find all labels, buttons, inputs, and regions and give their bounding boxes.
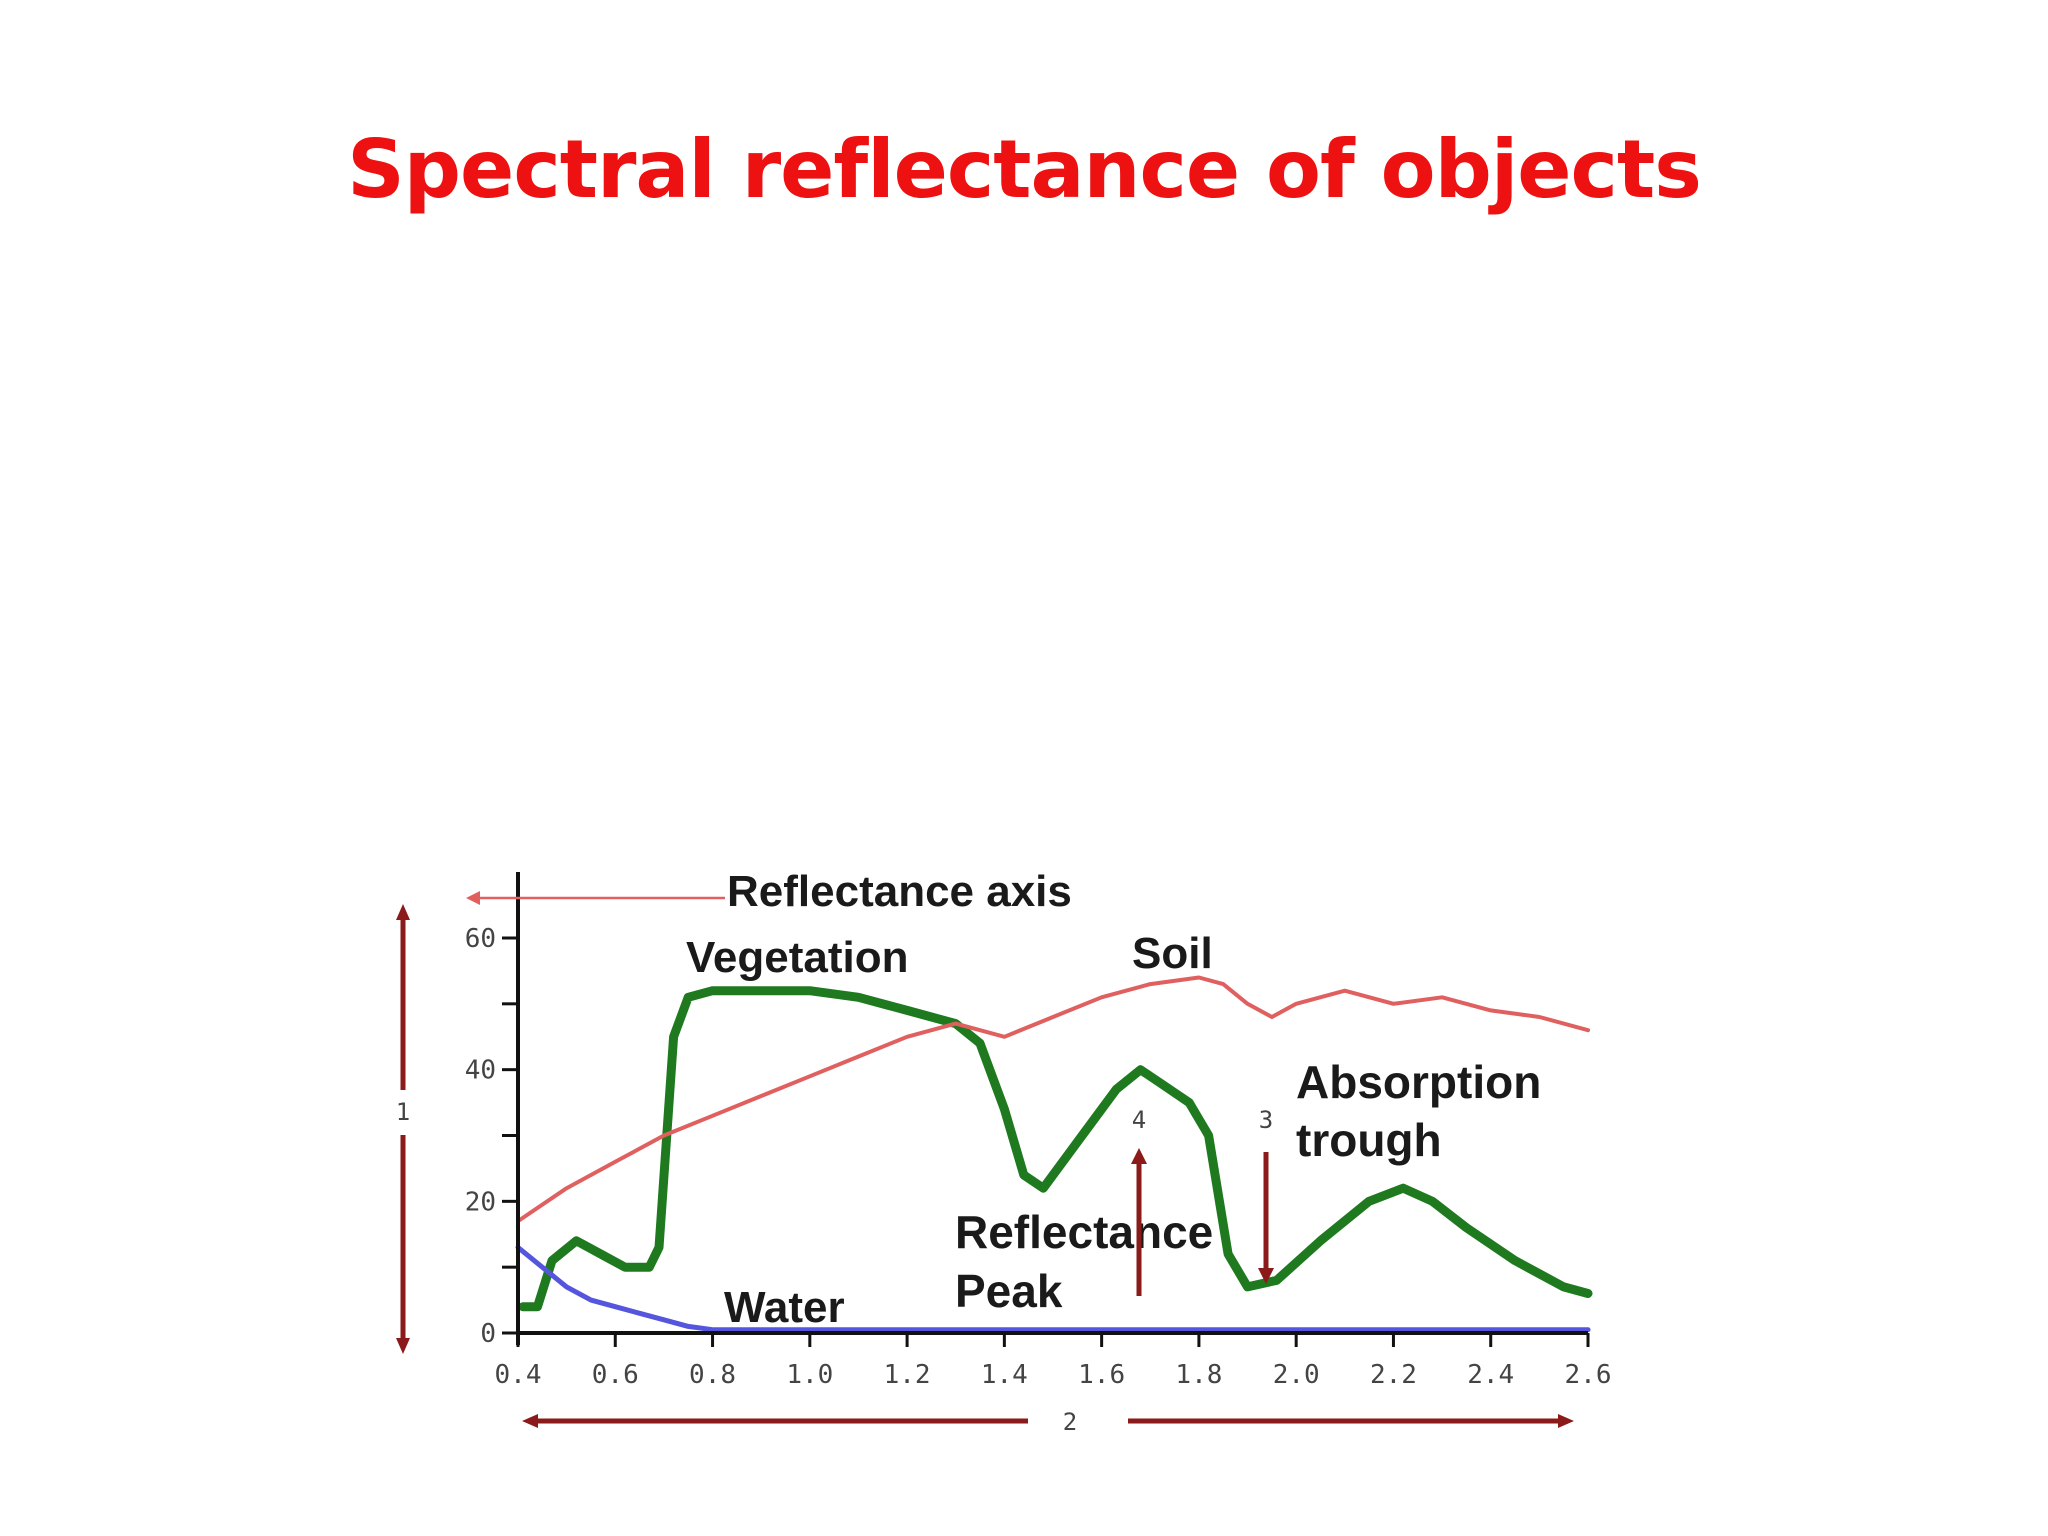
x-tick-label: 1.2 (884, 1360, 931, 1390)
x-tick-label: 2.6 (1565, 1360, 1612, 1390)
label-water: Water (724, 1283, 845, 1332)
x-tick-label: 2.0 (1273, 1360, 1320, 1390)
marker-3-label: 3 (1259, 1106, 1273, 1134)
marker-1-arrowhead-down (396, 1338, 410, 1354)
reflectance-axis-arrowhead (466, 891, 480, 905)
marker-2-arrowhead-right (1558, 1414, 1574, 1428)
label-trough: trough (1296, 1114, 1442, 1166)
label-soil: Soil (1132, 929, 1213, 978)
label-vegetation: Vegetation (686, 933, 909, 982)
x-tick-label: 1.8 (1175, 1360, 1222, 1390)
series-line-water (515, 1244, 1591, 1333)
x-tick-label: 1.0 (786, 1360, 833, 1390)
marker-4-arrowhead (1131, 1148, 1147, 1164)
x-tick-label: 2.4 (1467, 1360, 1514, 1390)
y-tick-label: 60 (465, 924, 496, 954)
marker-1-label: 1 (396, 1098, 410, 1126)
y-tick-label: 20 (465, 1187, 496, 1217)
marker-2-arrowhead-left (522, 1414, 538, 1428)
x-tick-label: 0.8 (689, 1360, 736, 1390)
label-absorption: Absorption (1296, 1056, 1541, 1108)
x-tick-label: 1.6 (1078, 1360, 1125, 1390)
marker-2-label: 2 (1063, 1408, 1077, 1436)
x-tick-label: 0.4 (495, 1360, 542, 1390)
x-tick-label: 0.6 (592, 1360, 639, 1390)
marker-4-label: 4 (1132, 1106, 1146, 1134)
series-line-vegetation (518, 986, 1593, 1312)
x-tick-label: 1.4 (981, 1360, 1028, 1390)
slide-title: Spectral reflectance of objects (347, 123, 1702, 216)
label-reflectance-axis: Reflectance axis (727, 867, 1072, 916)
y-tick-label: 40 (465, 1056, 496, 1086)
series-line-soil (516, 975, 1590, 1224)
marker-3-arrowhead (1258, 1268, 1274, 1284)
label-reflectance: Reflectance (955, 1206, 1213, 1258)
x-tick-label: 2.2 (1370, 1360, 1417, 1390)
marker-1-arrowhead-up (396, 904, 410, 920)
y-tick-label: 0 (480, 1319, 496, 1349)
label-peak: Peak (955, 1265, 1063, 1317)
